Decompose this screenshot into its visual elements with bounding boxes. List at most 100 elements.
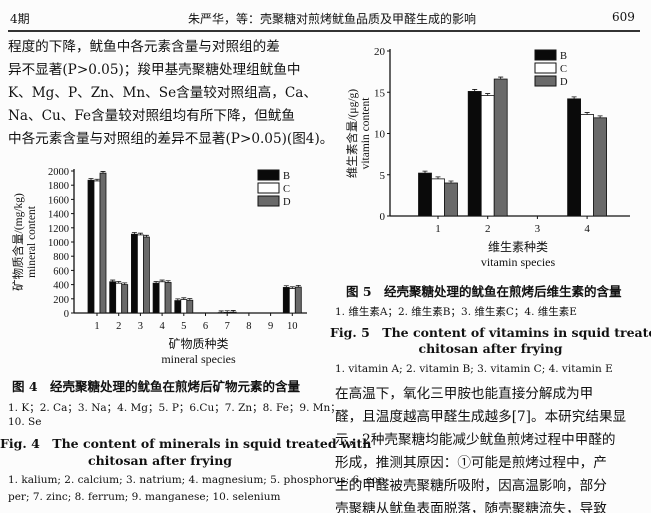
y-axis-label-cn: 矿物质含量/(mg/kg) [11,193,25,291]
legend-label: B [560,51,567,62]
error-bar [187,298,193,301]
text-line: 中各元素含量与对照组的差异不显著(P>0.05)(图4)。 [8,131,334,147]
legend-label: B [283,171,290,182]
page-number: 609 [612,10,635,24]
fig5-title-cn: 图 5 经壳聚糖处理的鱿鱼在煎烤后维生素的含量 [346,284,622,299]
text-line: K、Mg、P、Zn、Mn、Se含量较对照组高，Ca、 [8,85,317,101]
fig4-legend-en-2: per; 7. zinc; 8. ferrum; 9. manganese; 1… [8,491,281,503]
error-bar [224,310,230,313]
error-bar [597,115,603,118]
legend-swatch-D [257,195,280,207]
text-line: 壳聚糖从鱿鱼表面脱落，随壳聚糖流失，导致 [335,501,607,513]
error-bar [571,96,577,99]
x-axis-label-cn: 矿物质种类 [168,337,228,351]
text-line: 醛，且温度越高甲醛生成越多[7]。本研究结果显 [335,409,627,425]
error-bar [472,89,478,92]
error-bar [143,234,149,238]
bar-B [467,91,482,217]
left-paragraph: 程度的下降，鱿鱼中各元素含量与对照组的差 异不显著(P>0.05)；羧甲基壳聚糖… [8,36,333,151]
text-line: 示，2种壳聚糖均能减少鱿鱼煎烤过程中甲醛的 [335,432,616,448]
legend-swatch-D [534,75,557,87]
fig5-legend-cn: 1. 维生素A；2. 维生素B；3. 维生素C；4. 维生素E [335,306,577,318]
y-tick-label: 200 [53,295,69,306]
bar-C [480,95,495,217]
x-tick-label: 4 [159,321,165,332]
bar-D [593,117,607,217]
error-bar [283,285,289,288]
text-line: 程度的下降，鱿鱼中各元素含量与对照组的差 [8,39,280,55]
y-tick-label: 800 [53,252,69,263]
fig4-title-en: Fig. 4 The content of minerals in squid … [0,436,372,451]
error-bar [422,170,428,174]
x-tick-label: 9 [268,321,273,332]
y-tick-label: 10 [374,129,386,141]
fig4-title-cn: 图 4 经壳聚糖处理的鱿鱼在煎烤后矿物元素的含量 [12,379,301,394]
error-bar [485,93,491,96]
y-axis-label-cn: 维生素含量/(μg/g) [345,89,359,178]
error-bar [448,180,454,183]
error-bar [131,232,137,235]
error-bar [153,281,159,284]
y-tick-label: 600 [53,266,69,277]
y-tick-label: 2000 [48,167,69,178]
error-bar [100,171,106,174]
running-title: 朱严华，等：壳聚糖对煎烤鱿鱼品质及甲醛生成的影响 [188,12,477,26]
error-bar [137,232,143,235]
error-bar [498,76,504,80]
bar-D [493,78,508,217]
right-paragraph: 在高温下，氧化三甲胺也能直接分解成为甲 醛，且温度越高甲醛生成越多[7]。本研究… [335,383,626,513]
issue-number: 4期 [10,12,30,26]
legend-label: C [283,184,290,195]
x-tick-label: 1 [435,223,441,235]
y-tick-label: 5 [380,170,386,182]
y-axis-label-en: vitamin content [360,97,372,170]
x-axis-label-en: mineral species [161,352,236,366]
y-tick-label: 20 [374,46,386,58]
bar-B [418,172,432,217]
fig4-title-en-2: chitosan after frying [87,453,233,468]
y-tick-label: 0 [380,211,386,223]
y-tick-label: 15 [374,87,386,99]
x-tick-label: 6 [203,321,208,332]
x-tick-label: 4 [584,223,590,235]
error-bar [435,176,441,179]
legend-label: D [283,197,291,208]
error-bar [295,284,301,288]
legend-label: C [560,64,567,75]
fig5-legend-en: 1. vitamin A; 2. vitamin B; 3. vitamin C… [335,363,613,375]
y-axis-label-en: mineral content [26,205,38,278]
y-tick-label: 1600 [48,195,69,206]
bar-C [431,178,445,217]
fig4-legend-cn: 1. K；2. Ca；3. Na；4. Mg；5. P；6.Cu；7. Zn；8… [8,402,341,414]
error-bar [181,297,187,300]
bar-C [580,114,594,217]
error-bar [230,310,236,313]
bar-D [99,172,107,314]
x-tick-label: 1 [94,321,99,332]
error-bar [165,280,171,283]
fig5-title-en-2: chitosan after frying [418,341,563,356]
text-line: 异不显著(P>0.05)；羧甲基壳聚糖处理组鱿鱼中 [8,62,301,78]
fig4-legend-cn-2: 10. Se [8,416,42,428]
fig4-legend-en: 1. kalium; 2. calcium; 3. natrium; 4. ma… [8,474,389,486]
error-bar [159,279,165,282]
error-bar [289,286,295,289]
error-bar [218,310,224,313]
error-bar [110,279,116,282]
y-tick-label: 1800 [48,181,69,192]
x-tick-label: 10 [287,321,298,332]
x-tick-label: 2 [116,321,121,332]
legend-label: D [560,77,568,88]
x-tick-label: 2 [485,223,491,235]
y-tick-label: 1400 [48,210,69,221]
y-tick-label: 0 [64,309,69,320]
text-line: Na、Cu、Fe含量较对照组均有所下降，但鱿鱼 [8,108,295,124]
text-line: 形成，推测其原因：①可能是煎烤过程中，产 [335,455,607,471]
legend-swatch-C [257,182,280,194]
y-tick-label: 1200 [48,224,69,235]
text-line: 生的甲醛被壳聚糖所吸附，因高温影响，部分 [335,478,607,494]
x-tick-label: 5 [181,321,186,332]
x-tick-label: 3 [138,321,143,332]
